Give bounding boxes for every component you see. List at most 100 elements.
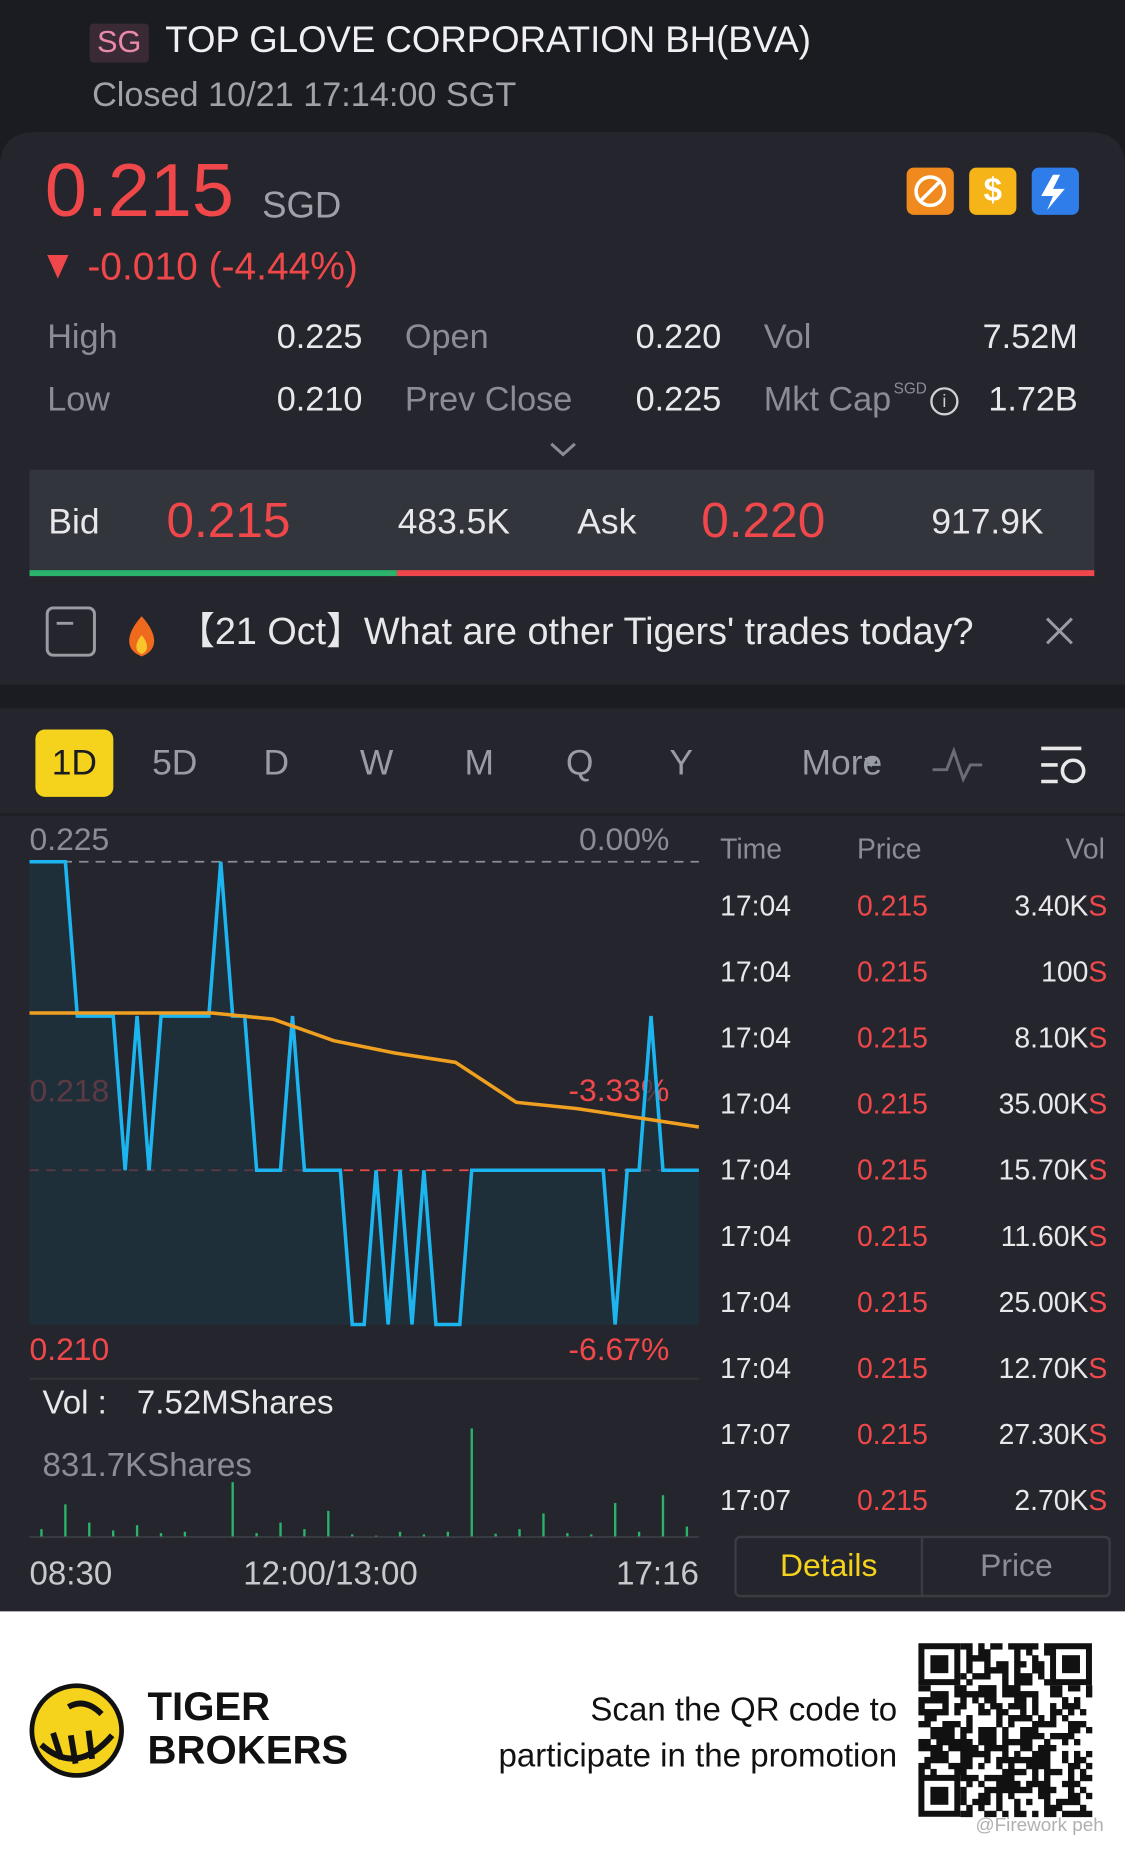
qr-cell: [1002, 1661, 1009, 1668]
y-tick-label: 0.225: [30, 821, 110, 857]
qr-cell: [1002, 1679, 1009, 1686]
qr-cell: [918, 1738, 925, 1746]
qr-cell: [1014, 1750, 1021, 1758]
trade-price: 0.215: [857, 1353, 928, 1385]
qr-cell: [1068, 1774, 1075, 1782]
close-news[interactable]: [1046, 617, 1073, 645]
indicator-icon[interactable]: [932, 746, 983, 783]
volume-bar: [135, 1525, 139, 1537]
qr-cell: [984, 1661, 991, 1668]
qr-cell: [1032, 1780, 1039, 1788]
period-tab[interactable]: 5D: [152, 742, 197, 782]
qr-cell: [1056, 1804, 1063, 1812]
qr-cell: [1050, 1721, 1057, 1728]
qr-cell: [1002, 1673, 1009, 1680]
qr-cell: [984, 1786, 991, 1794]
badge-icon: [1041, 174, 1065, 211]
qr-cell: [1032, 1721, 1039, 1728]
qr-cell: [954, 1721, 961, 1728]
settings-icon[interactable]: [1041, 746, 1086, 784]
trade-price: 0.215: [857, 1022, 928, 1054]
qr-cell: [960, 1685, 967, 1692]
status: Closed 10/21 17:14:00 SGT: [92, 76, 516, 114]
qr-cell: [1062, 1738, 1069, 1746]
qr-cell: [984, 1738, 991, 1746]
qr-cell: [1020, 1643, 1027, 1650]
qr-cell: [984, 1667, 991, 1674]
qr-cell: [960, 1691, 967, 1698]
qr-cell: [1008, 1780, 1015, 1788]
info-icon: i: [942, 391, 946, 411]
period-tab[interactable]: Q: [566, 742, 594, 782]
qr-finder: [1062, 1655, 1080, 1674]
qr-cell: [1008, 1786, 1015, 1794]
y-tick-label: 0.210: [30, 1331, 110, 1367]
qr-cell: [1038, 1673, 1045, 1680]
qr-cell: [1068, 1685, 1075, 1692]
y2-tick-label: -6.67%: [568, 1331, 669, 1367]
qr-cell: [996, 1661, 1003, 1668]
qr-cell: [996, 1703, 1003, 1710]
qr-cell: [1020, 1727, 1027, 1734]
trade-price: 0.215: [857, 1485, 928, 1517]
qr-cell: [966, 1721, 973, 1728]
qr-cell: [990, 1643, 997, 1650]
qr-finder: [930, 1655, 949, 1674]
badge: [969, 167, 1017, 215]
qr-cell: [936, 1727, 943, 1734]
qr-cell: [1020, 1744, 1027, 1752]
qr-cell: [948, 1727, 955, 1734]
period-tab[interactable]: Y: [669, 742, 693, 782]
qr-cell: [1026, 1691, 1033, 1698]
trade-side: S: [1088, 1155, 1107, 1187]
badge-icon: $: [984, 172, 1002, 209]
qr-cell: [930, 1691, 937, 1698]
qr-cell: [1038, 1750, 1045, 1758]
qr-cell: [1002, 1667, 1009, 1674]
period-tab[interactable]: D: [263, 742, 289, 782]
qr-cell: [924, 1738, 931, 1746]
trade-side: S: [1088, 1287, 1107, 1319]
trade-time: 17:04: [720, 1089, 791, 1121]
qr-cell: [966, 1750, 973, 1758]
qr-cell: [924, 1697, 931, 1704]
qr-cell: [1085, 1810, 1093, 1818]
qr-cell: [936, 1709, 943, 1716]
qr-cell: [1032, 1756, 1039, 1764]
trade-volume: 2.70K: [1014, 1485, 1088, 1517]
qr-cell: [966, 1780, 973, 1788]
qr-cell: [1002, 1744, 1009, 1752]
news-text[interactable]: 【21 Oct】What are other Tigers' trades to…: [177, 611, 973, 653]
qr-cell: [1050, 1732, 1057, 1740]
period-tab[interactable]: M: [465, 742, 495, 782]
volume-bar: [183, 1531, 187, 1537]
qr-cell: [1044, 1786, 1051, 1794]
volume-bar: [255, 1533, 258, 1537]
volume-max: 831.7KShares: [42, 1447, 251, 1484]
change: -0.010 (-4.44%): [87, 245, 358, 288]
qr-cell: [978, 1792, 985, 1800]
qr-cell: [1014, 1673, 1021, 1680]
qr-cell: [1050, 1744, 1057, 1752]
qr-cell: [1062, 1750, 1069, 1758]
qr-cell: [960, 1774, 967, 1782]
details-tab[interactable]: Details: [780, 1547, 877, 1583]
qr-cell: [1032, 1762, 1039, 1770]
period-tab[interactable]: W: [360, 742, 394, 782]
trade-volume: 8.10K: [1014, 1022, 1088, 1054]
qr-cell: [978, 1703, 985, 1710]
trade-volume: 35.00K: [999, 1089, 1089, 1121]
qr-cell: [1050, 1786, 1057, 1794]
qr-cell: [972, 1750, 979, 1758]
promo: participate in the promotion: [499, 1737, 898, 1774]
volume-bar: [637, 1531, 641, 1537]
qr-finder: [930, 1786, 949, 1805]
market-code: SG: [97, 24, 141, 59]
period-tab[interactable]: 1D: [52, 742, 97, 782]
x-tick-label: 08:30: [30, 1556, 113, 1593]
volume-bar: [88, 1522, 91, 1537]
stat-value: 1.72B: [988, 380, 1077, 418]
price-tab[interactable]: Price: [980, 1547, 1053, 1583]
qr-cell: [1056, 1691, 1063, 1698]
